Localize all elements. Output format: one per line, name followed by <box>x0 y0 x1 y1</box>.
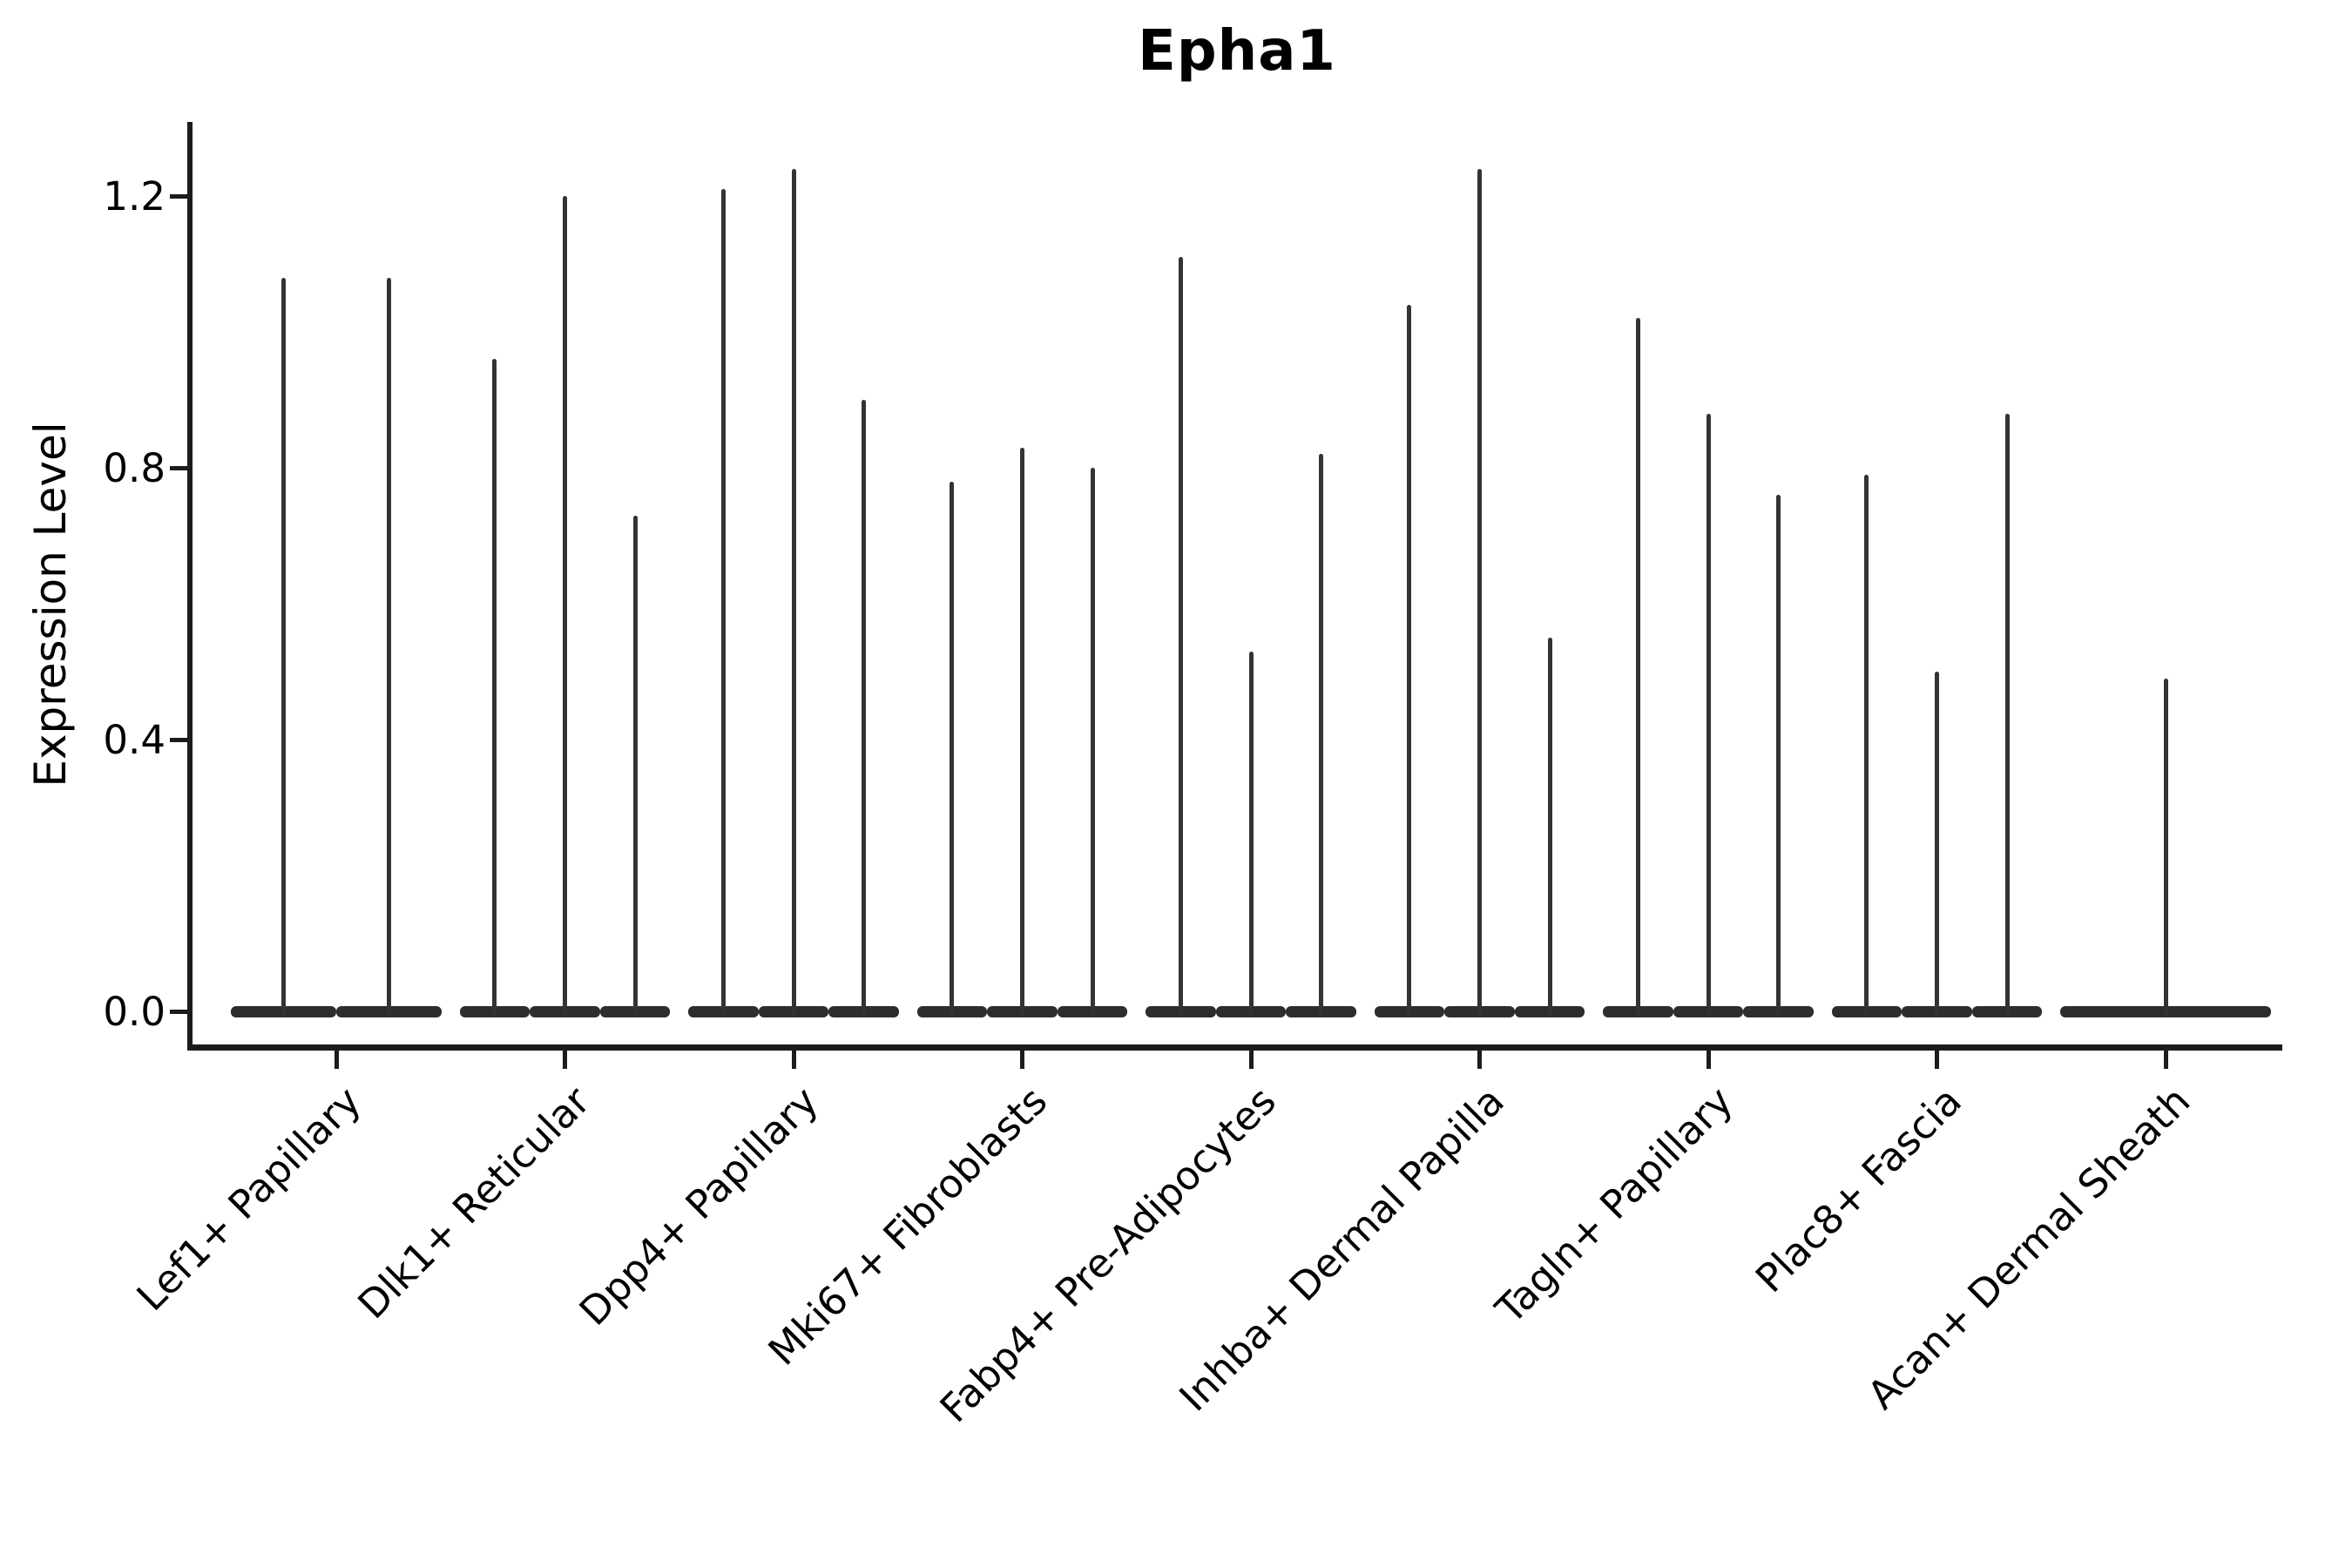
y-axis-spine <box>187 122 193 1051</box>
violin-spike <box>2004 413 2010 1015</box>
violin-spike <box>1935 672 1939 1015</box>
x-axis-tick <box>1935 1051 1939 1069</box>
x-axis-tick <box>1248 1051 1254 1069</box>
y-tick-label: 0.8 <box>103 445 166 491</box>
violin-spike <box>862 400 867 1015</box>
violin-spike <box>387 277 391 1015</box>
x-tick-label: Dpp4+ Papillary <box>570 1078 828 1335</box>
x-axis-spine <box>187 1044 2282 1051</box>
violin-spike <box>1706 413 1711 1015</box>
violin-spike <box>1020 447 1024 1015</box>
violin-spike <box>1635 318 1640 1015</box>
violin-spike <box>2163 678 2168 1015</box>
x-tick-label: Lef1+ Papillary <box>127 1078 370 1321</box>
y-axis-tick <box>170 737 190 742</box>
violin-spike <box>950 481 955 1015</box>
x-axis-tick <box>1706 1051 1711 1069</box>
y-tick-label: 0.0 <box>103 989 166 1035</box>
y-tick-label: 0.4 <box>103 717 166 763</box>
y-tick-label: 1.2 <box>103 173 166 220</box>
violin-spike <box>492 359 497 1015</box>
violin-spike <box>1319 454 1324 1015</box>
violin-spike <box>1547 638 1552 1015</box>
x-axis-tick <box>1020 1051 1024 1069</box>
violin-spike <box>1407 304 1412 1015</box>
violin-spike <box>1090 468 1095 1015</box>
violin-spike <box>1864 474 1869 1015</box>
violin-spike <box>1776 495 1781 1015</box>
x-tick-label: Plac8+ Fascia <box>1747 1078 1971 1301</box>
violin-spike <box>632 515 638 1015</box>
x-tick-label: Tagln+ Papillary <box>1487 1078 1742 1333</box>
violin-spike <box>281 277 286 1015</box>
x-tick-label: Dlk1+ Reticular <box>348 1078 599 1328</box>
violin-spike <box>1178 257 1183 1015</box>
x-axis-tick <box>2163 1051 2168 1069</box>
plot-area <box>190 122 2282 1047</box>
violin-spike <box>720 189 726 1015</box>
x-axis-tick <box>1477 1051 1482 1069</box>
violin-spike <box>1248 651 1254 1015</box>
y-axis-tick <box>170 193 190 199</box>
y-axis-tick <box>170 465 190 470</box>
x-axis-tick <box>334 1051 339 1069</box>
violin-spike <box>1477 168 1482 1015</box>
violin-spike <box>791 168 796 1015</box>
x-axis-tick <box>563 1051 567 1069</box>
violin-spike <box>563 196 567 1015</box>
x-axis-tick <box>791 1051 796 1069</box>
plot-title: Epha1 <box>1138 19 1336 84</box>
y-axis-tick <box>170 1009 190 1014</box>
